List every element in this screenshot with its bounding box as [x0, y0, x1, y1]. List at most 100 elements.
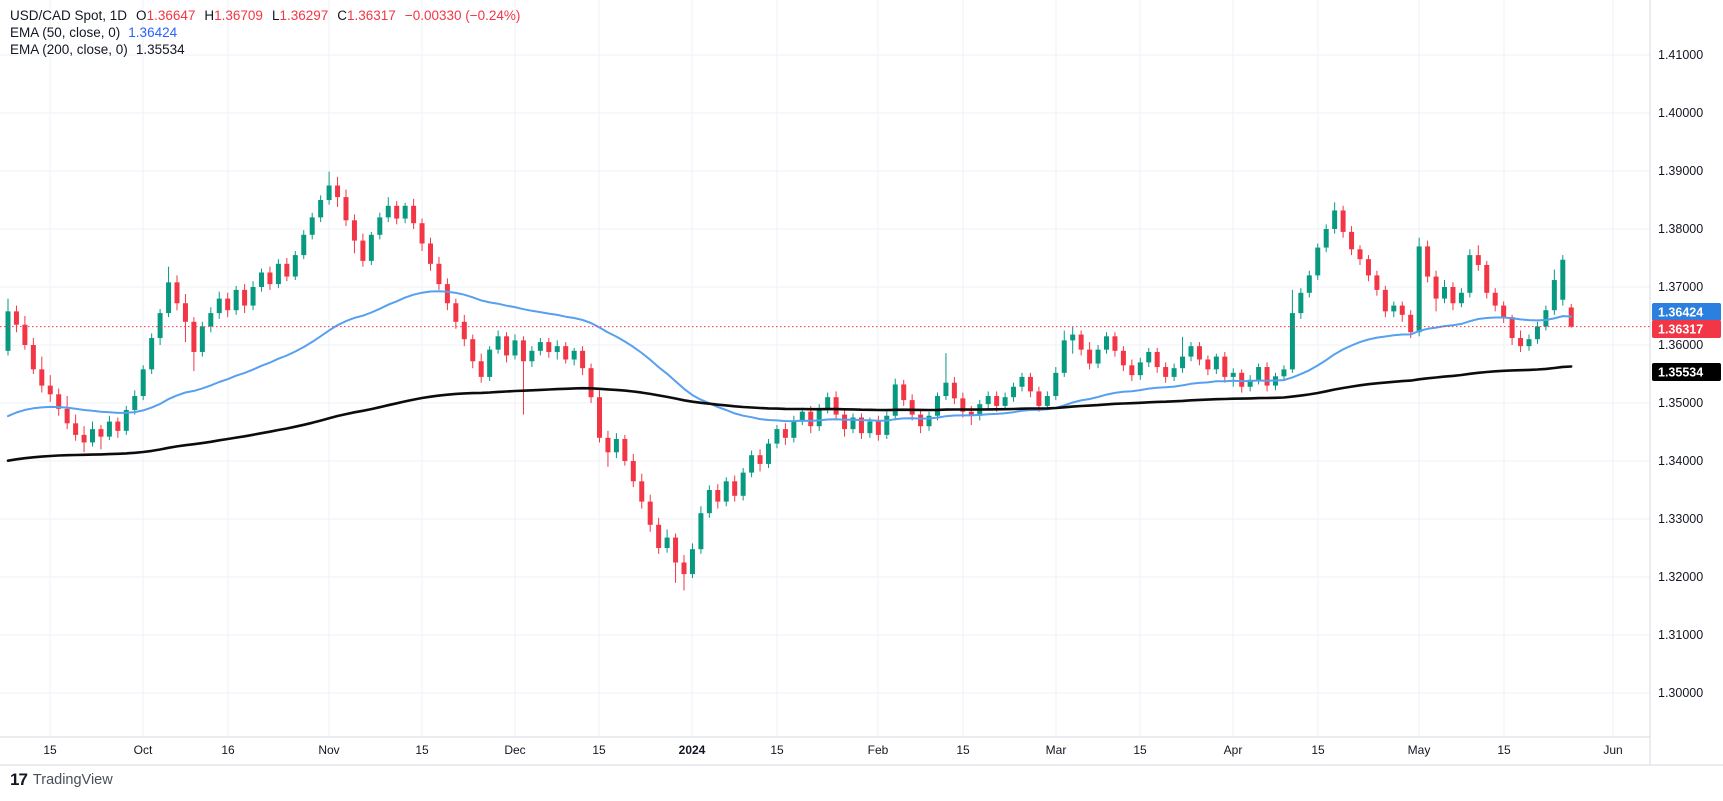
candle-up[interactable]	[1061, 340, 1067, 373]
candle-up[interactable]	[1104, 336, 1109, 350]
candle-up[interactable]	[1213, 356, 1219, 370]
candle-down[interactable]	[1129, 365, 1135, 376]
candle-up[interactable]	[706, 490, 712, 514]
candle-up[interactable]	[208, 313, 214, 327]
candle-down[interactable]	[242, 289, 248, 306]
price-axis-label[interactable]: 1.34000	[1658, 454, 1703, 468]
candle-down[interactable]	[1509, 317, 1515, 339]
candle-down[interactable]	[453, 303, 459, 322]
candle-up[interactable]	[850, 417, 856, 430]
candle-up[interactable]	[791, 420, 797, 438]
candle-down[interactable]	[732, 481, 738, 496]
candle-up[interactable]	[309, 217, 315, 235]
candle-down[interactable]	[1120, 350, 1126, 366]
candle-down[interactable]	[461, 321, 467, 340]
candle-down[interactable]	[1450, 287, 1456, 304]
candle-down[interactable]	[622, 438, 628, 461]
candle-down[interactable]	[605, 437, 611, 453]
candle-up[interactable]	[1230, 372, 1236, 377]
candle-up[interactable]	[1070, 334, 1076, 341]
candle-down[interactable]	[1163, 367, 1169, 377]
candle-down[interactable]	[436, 263, 442, 285]
candle-down[interactable]	[478, 361, 484, 377]
candle-up[interactable]	[529, 350, 535, 362]
candle-up[interactable]	[774, 429, 780, 444]
candle-up[interactable]	[1416, 246, 1422, 333]
candle-up[interactable]	[1095, 349, 1101, 364]
candle-up[interactable]	[884, 415, 890, 435]
candle-up[interactable]	[825, 397, 831, 409]
candle-up[interactable]	[1247, 379, 1253, 387]
candle-up[interactable]	[487, 349, 493, 377]
candle-up[interactable]	[1044, 396, 1050, 406]
candle-up[interactable]	[1188, 346, 1194, 357]
candle-down[interactable]	[115, 421, 121, 431]
time-axis-label[interactable]: May	[1408, 743, 1431, 757]
price-axis-label[interactable]: 1.33000	[1658, 512, 1703, 526]
candle-down[interactable]	[1112, 336, 1118, 351]
candle-up[interactable]	[233, 289, 239, 311]
candle-down[interactable]	[1518, 338, 1524, 347]
candle-down[interactable]	[1365, 259, 1371, 276]
time-axis-label[interactable]: 15	[1311, 743, 1325, 757]
candle-down[interactable]	[757, 455, 763, 464]
candle-down[interactable]	[1087, 349, 1093, 364]
candle-down[interactable]	[73, 423, 79, 435]
candle-down[interactable]	[1027, 376, 1033, 392]
candle-up[interactable]	[698, 513, 704, 550]
candle-up[interactable]	[250, 287, 256, 306]
candle-up[interactable]	[149, 338, 155, 370]
candle-up[interactable]	[402, 205, 408, 219]
candle-up[interactable]	[1526, 339, 1532, 347]
legend-ema200-row[interactable]: EMA (200, close, 0) 1.35534	[10, 41, 520, 58]
candle-up[interactable]	[377, 217, 383, 235]
candle-down[interactable]	[335, 185, 341, 198]
candle-down[interactable]	[1484, 264, 1490, 293]
candle-up[interactable]	[867, 421, 873, 434]
time-axis-label[interactable]: 16	[221, 743, 235, 757]
candle-down[interactable]	[909, 400, 915, 415]
time-axis-label[interactable]: Mar	[1046, 743, 1067, 757]
price-axis-label[interactable]: 1.31000	[1658, 628, 1703, 642]
candle-up[interactable]	[301, 234, 307, 256]
candle-up[interactable]	[943, 382, 949, 397]
legend-ema50-row[interactable]: EMA (50, close, 0) 1.36424	[10, 24, 520, 41]
candle-up[interactable]	[368, 234, 374, 261]
candle-down[interactable]	[656, 524, 662, 548]
price-axis-label[interactable]: 1.39000	[1658, 164, 1703, 178]
candle-up[interactable]	[1146, 351, 1152, 363]
candle-up[interactable]	[1560, 259, 1566, 300]
candle-up[interactable]	[5, 311, 11, 351]
candle-up[interactable]	[326, 185, 332, 201]
candle-up[interactable]	[1002, 397, 1008, 406]
candle-down[interactable]	[1196, 346, 1202, 360]
candle-down[interactable]	[808, 411, 814, 427]
candle-up[interactable]	[1137, 362, 1143, 376]
candle-down[interactable]	[1425, 246, 1431, 277]
candle-down[interactable]	[1349, 231, 1355, 250]
candle-up[interactable]	[537, 342, 543, 351]
candle-down[interactable]	[960, 398, 966, 412]
candle-up[interactable]	[318, 200, 324, 218]
candle-down[interactable]	[394, 205, 400, 219]
candle-down[interactable]	[647, 501, 653, 525]
candle-down[interactable]	[546, 342, 552, 352]
price-axis-label[interactable]: 1.36000	[1658, 338, 1703, 352]
candle-down[interactable]	[1408, 314, 1414, 333]
candle-up[interactable]	[123, 409, 129, 431]
price-axis-label[interactable]: 1.40000	[1658, 106, 1703, 120]
price-axis-label[interactable]: 1.30000	[1658, 686, 1703, 700]
candle-down[interactable]	[639, 481, 645, 502]
candle-down[interactable]	[968, 411, 974, 416]
candle-up[interactable]	[749, 455, 755, 473]
candle-up[interactable]	[1298, 292, 1304, 314]
candle-up[interactable]	[689, 549, 695, 575]
candle-up[interactable]	[1256, 367, 1262, 380]
candle-up[interactable]	[1543, 310, 1549, 327]
candle-down[interactable]	[597, 397, 602, 438]
candle-down[interactable]	[182, 303, 188, 322]
candle-up[interactable]	[664, 537, 670, 548]
candle-up[interactable]	[766, 443, 771, 464]
candle-down[interactable]	[284, 263, 290, 277]
candle-up[interactable]	[1171, 368, 1177, 377]
